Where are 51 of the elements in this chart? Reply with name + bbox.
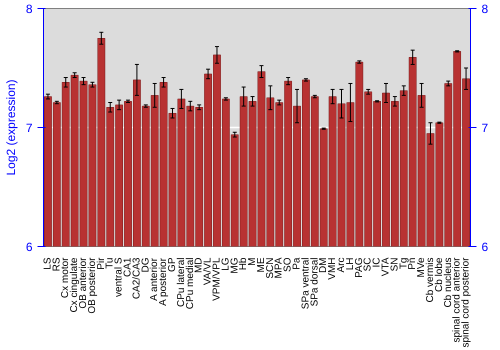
y-tick-label: 6 [26, 240, 33, 254]
x-tick-label: LG [220, 257, 232, 271]
x-tick-label: SO [282, 257, 294, 272]
x-tick-label: Cb lobe [434, 257, 445, 292]
x-tick-label: DM [318, 257, 330, 274]
x-tick-label: Cx cingulate [69, 257, 80, 313]
x-tick-label: MVe [416, 257, 428, 278]
y-axis-title: Log2 (expression) [4, 79, 18, 176]
x-tick-label: SCN [264, 257, 276, 279]
x-tick-label: LS [42, 257, 54, 270]
y-tick-label: 7 [26, 121, 33, 135]
x-tick-label: SPa ventral [300, 257, 312, 310]
x-tick-label: Arc [336, 258, 348, 272]
x-tick-label: Hb [238, 257, 250, 270]
y2-tick-label: 7 [482, 121, 488, 135]
x-tick-label: CPu medial [184, 257, 196, 310]
x-tick-label: ME [256, 257, 267, 272]
x-tick-label: PAG [354, 257, 365, 278]
x-tick-label: DG [140, 257, 152, 272]
y-tick-label: 8 [26, 2, 33, 16]
x-tick-label: Pa [292, 257, 303, 270]
x-tick-label: spinal cord anterior [452, 256, 463, 343]
x-tick-label: IC [372, 258, 383, 268]
x-tick-label: CPu lateral [176, 258, 187, 307]
x-tick-label: Tg [398, 258, 410, 270]
x-tick-label: A anterior [149, 257, 160, 301]
x-tick-label: MPA [274, 257, 285, 278]
x-tick-label: CA1 [122, 257, 134, 277]
x-tick-label: LH [344, 257, 356, 270]
x-tick-label: Cb vermis [424, 257, 436, 303]
x-tick-label: OB posterior [86, 256, 98, 314]
x-tick-label: OB anterior [78, 256, 90, 309]
x-tick-label: Pn [407, 257, 418, 270]
x-tick-label: Cb nucleus [442, 258, 454, 308]
x-tick-label: Pir [96, 256, 107, 270]
x-tick-label: VMH [327, 257, 338, 280]
y2-tick-label: 8 [482, 2, 488, 16]
x-tick-label: SN [389, 257, 400, 272]
y2-tick-label: 6 [482, 240, 488, 254]
x-tick-label: spinal cord posterior [460, 256, 472, 348]
x-tick-label: VPM/VPL [211, 257, 222, 301]
x-tick-label: M [247, 257, 258, 266]
x-tick-label: SC [362, 257, 374, 272]
x-tick-label: CA2/CA3 [131, 257, 142, 300]
x-tick-label: ventral S [114, 257, 125, 297]
x-tick-label: SPa dorsal [309, 257, 320, 306]
x-tick-label: GP [166, 257, 178, 272]
x-tick-label: A posterior [158, 257, 170, 306]
x-tick-label: VTA [380, 257, 392, 276]
x-tick-label: RS [51, 257, 62, 272]
x-tick-label: Tu [104, 257, 116, 269]
